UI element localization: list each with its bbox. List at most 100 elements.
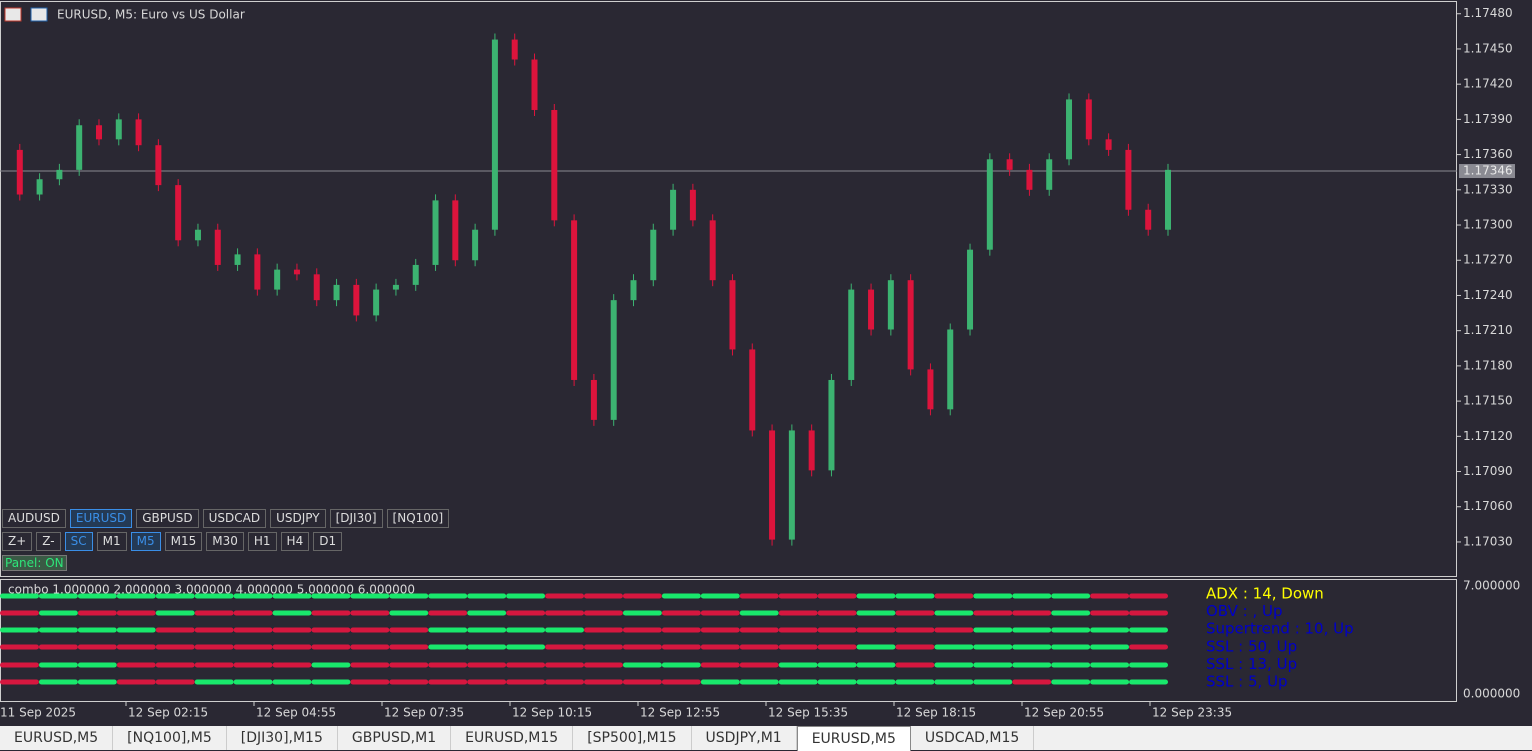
chart-tab[interactable]: [SP500],M15 — [573, 726, 692, 750]
signal-cell — [194, 679, 234, 685]
signal-cell — [1090, 679, 1130, 685]
signal-cell — [467, 644, 507, 650]
signal-cell — [116, 593, 156, 599]
signal-cell — [934, 627, 974, 633]
symbol-button[interactable]: AUDUSD — [2, 509, 66, 528]
timeframe-button[interactable]: Z+ — [2, 532, 33, 551]
signal-cell — [778, 593, 818, 599]
signal-cell — [934, 662, 974, 668]
chart-tab[interactable]: EURUSD,M5 — [0, 726, 114, 750]
signal-cell — [584, 593, 623, 599]
signal-cell — [350, 610, 390, 616]
timeframe-button[interactable]: M1 — [96, 532, 127, 551]
signal-cell — [389, 610, 429, 616]
chart-tab[interactable]: [NQ100],M5 — [113, 726, 227, 750]
signal-cell — [661, 610, 701, 616]
signal-cell — [389, 644, 429, 650]
candle-body — [1145, 209, 1152, 230]
chart-icon[interactable] — [30, 7, 48, 22]
symbol-button[interactable]: USDCAD — [202, 509, 267, 528]
signal-cell — [467, 662, 507, 668]
signal-cell — [311, 644, 351, 650]
chart-tab[interactable]: USDCAD,M15 — [911, 726, 1035, 750]
candle-body — [472, 229, 479, 261]
candle-body — [689, 189, 696, 221]
sub-frame — [0, 579, 1457, 702]
signal-cell — [973, 662, 1013, 668]
signal-cell — [1051, 593, 1091, 599]
timeframe-button[interactable]: SC — [64, 532, 93, 551]
chart-tab[interactable]: [DJI30],M15 — [227, 726, 338, 750]
signal-cell — [467, 627, 507, 633]
timeframe-button[interactable]: D1 — [313, 532, 343, 551]
symbol-panel: AUDUSD EURUSD GBPUSD USDCAD USDJPY [DJI30] [NQ… — [2, 509, 450, 571]
signal-cell — [1129, 644, 1168, 650]
signal-cell — [77, 627, 117, 633]
signal-cell — [1129, 627, 1168, 633]
signal-cell — [661, 627, 701, 633]
signal-cell — [233, 627, 273, 633]
signal-cell — [856, 627, 896, 633]
signal-cell — [1090, 627, 1130, 633]
menu-icon[interactable] — [4, 7, 22, 22]
chart-tab[interactable]: GBPUSD,M1 — [338, 726, 452, 750]
signal-cell — [116, 644, 156, 650]
y-tick-label: 1.17390 — [1463, 112, 1513, 126]
signal-cell — [77, 662, 117, 668]
signal-cell — [1051, 662, 1091, 668]
signal-cell — [778, 610, 818, 616]
signal-cell — [311, 593, 351, 599]
signal-cell — [934, 679, 974, 685]
candle-body — [610, 300, 617, 420]
chart-tab[interactable]: EURUSD,M15 — [451, 726, 574, 750]
signal-cell — [584, 644, 623, 650]
timeframe-button[interactable]: H1 — [247, 532, 277, 551]
signal-cell — [934, 610, 974, 616]
indicator-label: combo 1.000000 2.000000 3.000000 4.00000… — [8, 583, 415, 597]
timeframe-button[interactable]: M15 — [164, 532, 203, 551]
signal-cell — [739, 610, 779, 616]
candle-body — [828, 379, 835, 471]
signal-cell — [155, 593, 195, 599]
symbol-button[interactable]: USDJPY — [270, 509, 326, 528]
signal-cell — [622, 627, 662, 633]
chart-tab[interactable]: EURUSD,M5 — [796, 726, 911, 751]
signal-cell — [272, 662, 312, 668]
signal-cell — [116, 610, 156, 616]
signal-cell — [233, 610, 273, 616]
symbol-button[interactable]: [NQ100] — [386, 509, 450, 528]
signal-cell — [545, 679, 584, 685]
panel-status[interactable]: Panel: ON — [2, 555, 67, 571]
candle-body — [115, 119, 122, 140]
signal-cell — [467, 610, 507, 616]
candle-body — [868, 289, 875, 330]
signal-cell — [622, 662, 662, 668]
candle-body — [511, 39, 518, 60]
signal-cell — [272, 627, 312, 633]
chart-tab[interactable]: USDJPY,M1 — [692, 726, 797, 750]
candle-body — [293, 269, 300, 275]
signal-cell — [584, 627, 623, 633]
signal-cell — [1051, 679, 1091, 685]
signal-cell — [739, 593, 779, 599]
symbol-button[interactable]: GBPUSD — [136, 509, 199, 528]
signal-cell — [38, 610, 78, 616]
symbol-button[interactable]: EURUSD — [69, 509, 133, 528]
timeframe-button[interactable]: H4 — [280, 532, 310, 551]
signal-cell — [1012, 627, 1052, 633]
signal-cell — [311, 679, 351, 685]
candle-body — [590, 379, 597, 420]
signal-cell — [77, 593, 117, 599]
y-tick-label: 1.17210 — [1463, 323, 1513, 337]
signal-cell — [389, 679, 429, 685]
candle-body — [1105, 139, 1112, 150]
signal-cell — [1129, 610, 1168, 616]
timeframe-button[interactable]: Z- — [36, 532, 61, 551]
symbol-button[interactable]: [DJI30] — [329, 509, 383, 528]
timeframe-row: Z+ Z- SC M1 M5 M15 M30 H1 H4 D1 — [2, 532, 449, 551]
signal-cell — [311, 627, 351, 633]
timeframe-button[interactable]: M5 — [130, 532, 161, 551]
candle-body — [551, 109, 558, 221]
signal-cell — [233, 662, 273, 668]
timeframe-button[interactable]: M30 — [206, 532, 244, 551]
